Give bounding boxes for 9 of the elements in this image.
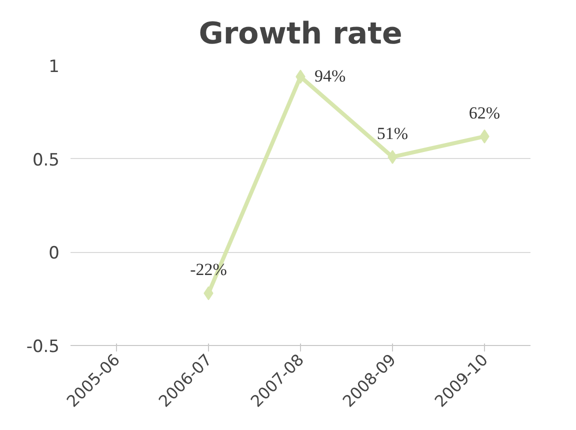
chart-title: Growth rate bbox=[198, 16, 402, 52]
y-tick-label: -0.5 bbox=[26, 337, 60, 357]
y-tick-label: 0.5 bbox=[32, 150, 60, 170]
data-label: 51% bbox=[376, 124, 408, 143]
y-tick-label: 0 bbox=[48, 244, 60, 264]
data-label: 94% bbox=[314, 66, 346, 86]
data-label: 62% bbox=[468, 103, 500, 122]
data-label: -22% bbox=[190, 260, 227, 280]
y-tick-label: 1 bbox=[48, 57, 60, 77]
